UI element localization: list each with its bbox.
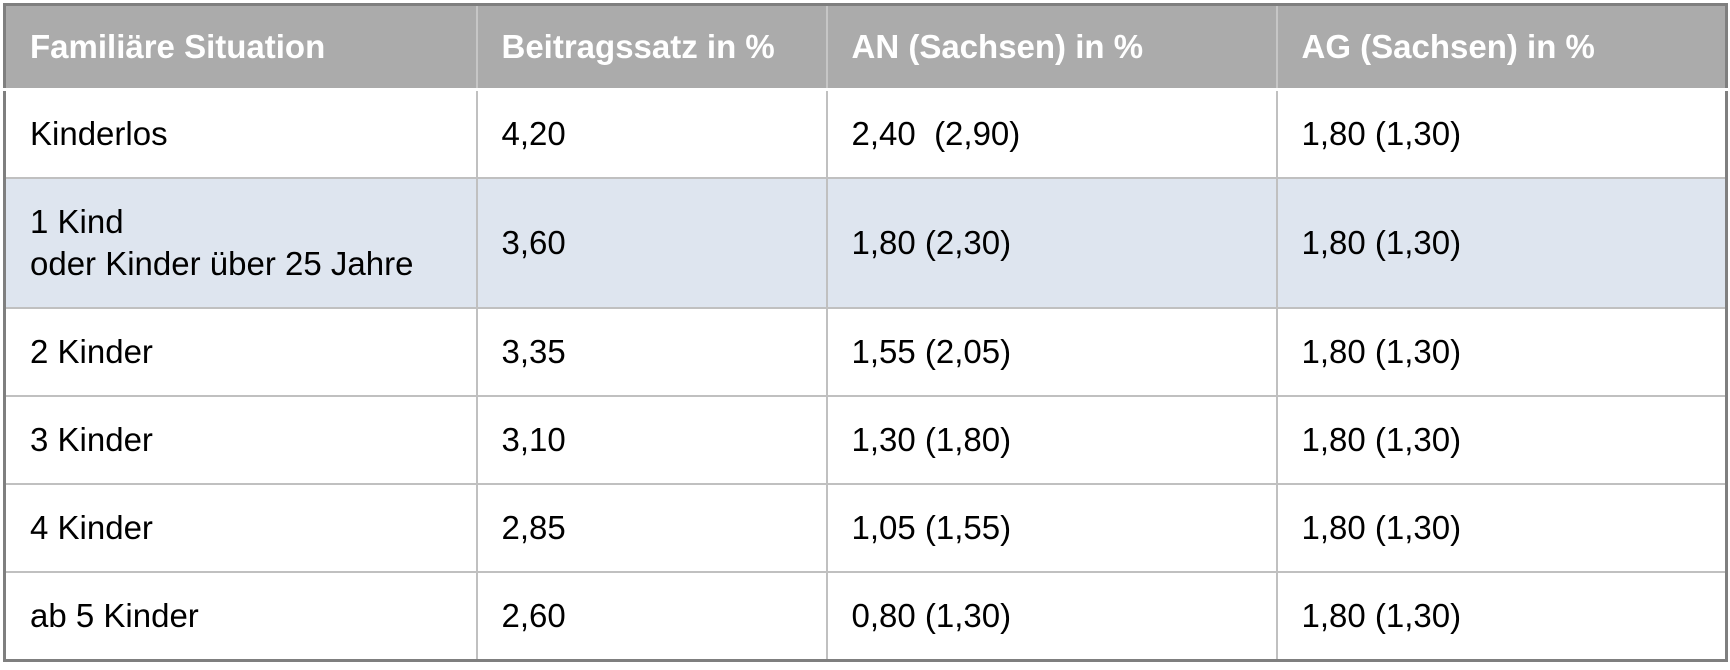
cell-an: 1,80 (2,30) xyxy=(825,177,1278,309)
cell-situation: 4 Kinder xyxy=(3,483,478,573)
contribution-rates-table: Familiäre Situation Beitragssatz in % AN… xyxy=(3,3,1728,662)
table-row: Kinderlos 4,20 2,40 (2,90) 1,80 (1,30) xyxy=(3,88,1728,179)
cell-an: 1,55 (2,05) xyxy=(825,307,1278,397)
table-row: 2 Kinder 3,35 1,55 (2,05) 1,80 (1,30) xyxy=(3,307,1728,397)
cell-situation: 3 Kinder xyxy=(3,395,478,485)
cell-situation: Kinderlos xyxy=(3,88,478,179)
cell-beitragssatz: 2,60 xyxy=(475,571,828,662)
cell-an: 0,80 (1,30) xyxy=(825,571,1278,662)
cell-an: 1,05 (1,55) xyxy=(825,483,1278,573)
cell-beitragssatz: 3,60 xyxy=(475,177,828,309)
column-header-familiaere-situation: Familiäre Situation xyxy=(3,3,478,91)
column-header-an-sachsen: AN (Sachsen) in % xyxy=(825,3,1278,91)
cell-ag: 1,80 (1,30) xyxy=(1275,571,1728,662)
cell-beitragssatz: 3,10 xyxy=(475,395,828,485)
cell-situation: 1 Kind oder Kinder über 25 Jahre xyxy=(3,177,478,309)
table-header: Familiäre Situation Beitragssatz in % AN… xyxy=(3,3,1728,91)
cell-beitragssatz: 3,35 xyxy=(475,307,828,397)
cell-ag: 1,80 (1,30) xyxy=(1275,307,1728,397)
table-row: 4 Kinder 2,85 1,05 (1,55) 1,80 (1,30) xyxy=(3,483,1728,573)
cell-an: 2,40 (2,90) xyxy=(825,88,1278,179)
header-row: Familiäre Situation Beitragssatz in % AN… xyxy=(3,3,1728,91)
cell-ag: 1,80 (1,30) xyxy=(1275,88,1728,179)
table-row: ab 5 Kinder 2,60 0,80 (1,30) 1,80 (1,30) xyxy=(3,571,1728,662)
cell-ag: 1,80 (1,30) xyxy=(1275,177,1728,309)
cell-ag: 1,80 (1,30) xyxy=(1275,395,1728,485)
cell-beitragssatz: 4,20 xyxy=(475,88,828,179)
table-body: Kinderlos 4,20 2,40 (2,90) 1,80 (1,30) 1 Kin… xyxy=(3,88,1728,662)
column-header-beitragssatz: Beitragssatz in % xyxy=(475,3,828,91)
cell-an: 1,30 (1,80) xyxy=(825,395,1278,485)
column-header-ag-sachsen: AG (Sachsen) in % xyxy=(1275,3,1728,91)
cell-ag: 1,80 (1,30) xyxy=(1275,483,1728,573)
table-row: 3 Kinder 3,10 1,30 (1,80) 1,80 (1,30) xyxy=(3,395,1728,485)
cell-situation: 2 Kinder xyxy=(3,307,478,397)
table-row: 1 Kind oder Kinder über 25 Jahre 3,60 1,80… xyxy=(3,177,1728,309)
cell-beitragssatz: 2,85 xyxy=(475,483,828,573)
cell-situation: ab 5 Kinder xyxy=(3,571,478,662)
